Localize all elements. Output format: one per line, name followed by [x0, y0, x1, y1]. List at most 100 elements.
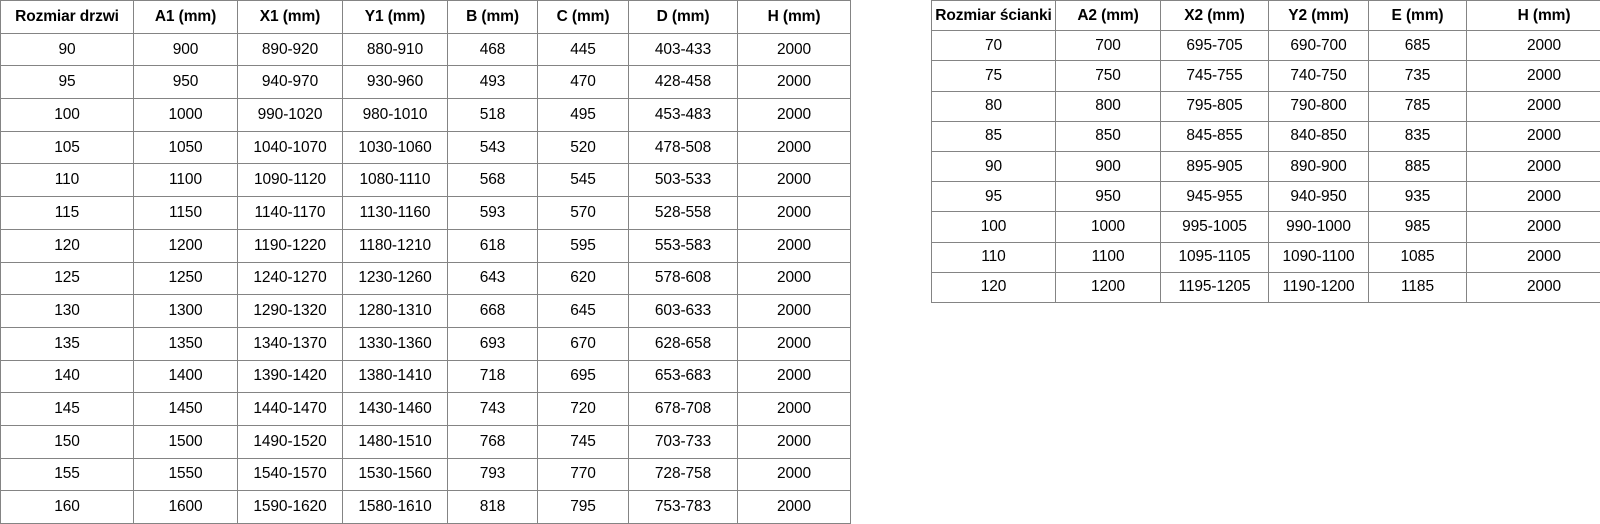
table-cell: 1340-1370 [238, 327, 343, 360]
table-cell: 520 [538, 131, 629, 164]
table-cell: 2000 [1467, 272, 1600, 302]
table-cell: 1040-1070 [238, 131, 343, 164]
table-cell: 2000 [738, 33, 851, 66]
table-cell: 1380-1410 [343, 360, 448, 393]
table-cell: 703-733 [629, 425, 738, 458]
table-cell: 1190-1220 [238, 229, 343, 262]
table-cell: 493 [448, 66, 538, 99]
table-cell: 895-905 [1161, 151, 1269, 181]
table-cell: 1440-1470 [238, 393, 343, 426]
table-cell: 1230-1260 [343, 262, 448, 295]
table-cell: 115 [1, 197, 134, 230]
table-cell: 1480-1510 [343, 425, 448, 458]
table-cell: 818 [448, 491, 538, 524]
table-cell: 785 [1369, 91, 1467, 121]
table-cell: 835 [1369, 121, 1467, 151]
table-cell: 2000 [738, 262, 851, 295]
panel-column-header: H (mm) [1467, 1, 1600, 31]
door-column-header: Y1 (mm) [343, 1, 448, 34]
table-cell: 770 [538, 458, 629, 491]
table-cell: 890-920 [238, 33, 343, 66]
table-cell: 2000 [738, 131, 851, 164]
table-cell: 110 [1, 164, 134, 197]
table-cell: 720 [538, 393, 629, 426]
table-cell: 1250 [134, 262, 238, 295]
table-cell: 620 [538, 262, 629, 295]
table-cell: 940-970 [238, 66, 343, 99]
table-cell: 603-633 [629, 295, 738, 328]
table-cell: 125 [1, 262, 134, 295]
table-cell: 900 [134, 33, 238, 66]
table-cell: 2000 [738, 197, 851, 230]
table-cell: 2000 [738, 164, 851, 197]
table-cell: 120 [932, 272, 1056, 302]
table-cell: 800 [1056, 91, 1161, 121]
table-cell: 2000 [738, 295, 851, 328]
table-cell: 1195-1205 [1161, 272, 1269, 302]
table-cell: 793 [448, 458, 538, 491]
table-cell: 618 [448, 229, 538, 262]
table-cell: 90 [1, 33, 134, 66]
table-cell: 100 [932, 212, 1056, 242]
table-cell: 90 [932, 151, 1056, 181]
table-cell: 1030-1060 [343, 131, 448, 164]
table-cell: 2000 [738, 229, 851, 262]
table-cell: 1085 [1369, 242, 1467, 272]
table-cell: 1580-1610 [343, 491, 448, 524]
table-cell: 1050 [134, 131, 238, 164]
table-cell: 768 [448, 425, 538, 458]
table-cell: 1400 [134, 360, 238, 393]
table-cell: 950 [134, 66, 238, 99]
table-cell: 140 [1, 360, 134, 393]
table-cell: 518 [448, 99, 538, 132]
table-cell: 1280-1310 [343, 295, 448, 328]
table-cell: 795-805 [1161, 91, 1269, 121]
table-cell: 1180-1210 [343, 229, 448, 262]
table-cell: 990-1020 [238, 99, 343, 132]
table-cell: 1100 [1056, 242, 1161, 272]
table-cell: 995-1005 [1161, 212, 1269, 242]
table-cell: 568 [448, 164, 538, 197]
table-cell: 745-755 [1161, 61, 1269, 91]
table-cell: 750 [1056, 61, 1161, 91]
table-cell: 595 [538, 229, 629, 262]
table-cell: 2000 [738, 425, 851, 458]
table-cell: 930-960 [343, 66, 448, 99]
table-cell: 668 [448, 295, 538, 328]
table-cell: 1200 [1056, 272, 1161, 302]
door-column-header: B (mm) [448, 1, 538, 34]
table-cell: 593 [448, 197, 538, 230]
table-cell: 1185 [1369, 272, 1467, 302]
table-cell: 685 [1369, 31, 1467, 61]
table-cell: 980-1010 [343, 99, 448, 132]
panel-column-header: E (mm) [1369, 1, 1467, 31]
table-cell: 100 [1, 99, 134, 132]
table-cell: 735 [1369, 61, 1467, 91]
door-column-header: Rozmiar drzwi [1, 1, 134, 34]
table-cell: 135 [1, 327, 134, 360]
door-column-header: D (mm) [629, 1, 738, 34]
table-cell: 1490-1520 [238, 425, 343, 458]
table-cell: 1530-1560 [343, 458, 448, 491]
table-cell: 478-508 [629, 131, 738, 164]
table-cell: 1300 [134, 295, 238, 328]
table-cell: 445 [538, 33, 629, 66]
table-cell: 745 [538, 425, 629, 458]
table-cell: 2000 [1467, 212, 1600, 242]
